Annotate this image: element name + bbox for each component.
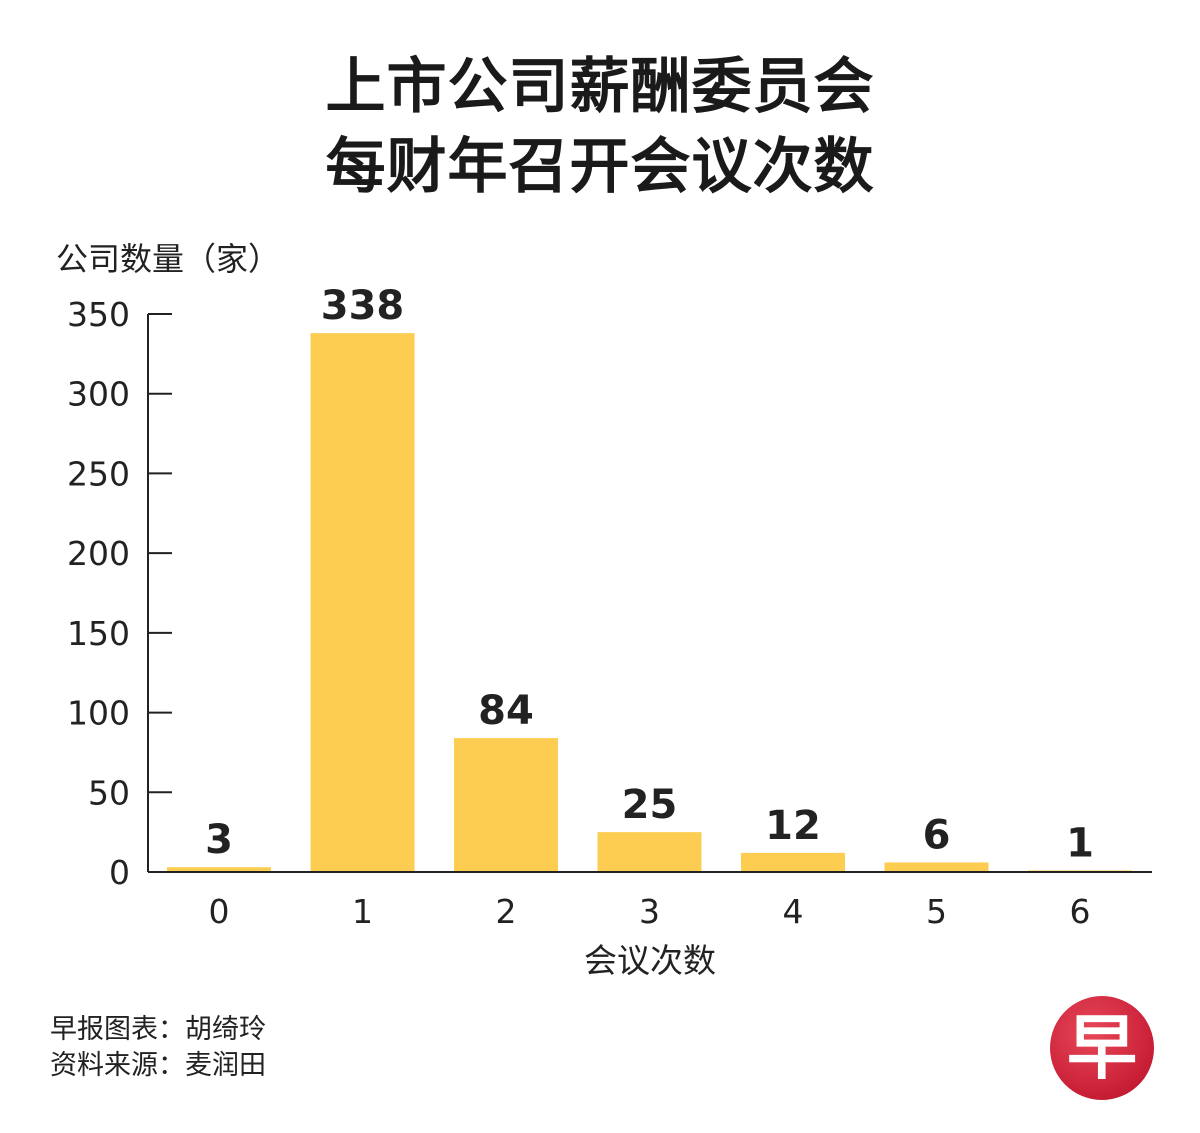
bar-value-label: 84 [478, 688, 534, 734]
x-tick-label: 3 [639, 892, 660, 931]
bar-data-labels: 3 338 84 25 12 6 1 [205, 283, 1094, 866]
y-axis-ticks: 0 50 100 150 200 250 300 350 [67, 295, 172, 892]
bar [310, 333, 415, 872]
x-tick-label: 4 [783, 892, 804, 931]
y-axis-label: 公司数量（家） [56, 240, 281, 278]
bar-value-label: 1 [1066, 820, 1094, 866]
y-tick-label: 0 [109, 853, 130, 892]
credit-graphic: 早报图表：胡绮玲 [50, 1014, 266, 1045]
bar-value-label: 338 [321, 283, 405, 329]
x-tick-label: 6 [1070, 892, 1091, 931]
bar-value-label: 25 [622, 782, 678, 828]
x-tick-label: 2 [496, 892, 517, 931]
x-axis-ticks: 0 1 2 3 4 5 6 [209, 892, 1091, 931]
bar [741, 852, 845, 872]
credits: 早报图表：胡绮玲 资料来源：麦润田 [50, 1012, 266, 1084]
x-tick-label: 1 [352, 892, 373, 931]
y-tick-label: 100 [67, 694, 130, 733]
bars [167, 333, 1132, 872]
y-tick-label: 350 [67, 295, 130, 334]
zaobao-logo: 早 [1050, 996, 1154, 1100]
bar-value-label: 12 [765, 803, 821, 849]
bar [167, 867, 271, 872]
credit-source: 资料来源：麦润田 [50, 1050, 266, 1081]
bar [884, 862, 989, 872]
y-tick-label: 200 [67, 534, 130, 573]
bar [597, 832, 702, 872]
x-tick-label: 5 [926, 892, 947, 931]
y-tick-label: 150 [67, 614, 130, 653]
y-tick-label: 50 [88, 773, 130, 812]
x-axis-label: 会议次数 [584, 941, 716, 980]
bar-value-label: 6 [923, 812, 951, 858]
chart-title-line1: 上市公司薪酬委员会 [325, 52, 875, 122]
bar-value-label: 3 [205, 817, 233, 863]
y-tick-label: 250 [67, 454, 130, 493]
chart-title-line2: 每财年召开会议次数 [325, 132, 875, 202]
y-tick-label: 300 [67, 375, 130, 414]
x-tick-label: 0 [209, 892, 230, 931]
bar [454, 738, 558, 872]
